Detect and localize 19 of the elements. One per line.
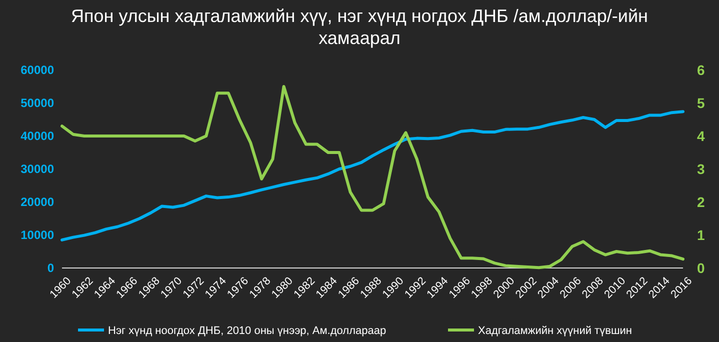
y-tick-label: 50000 [20, 96, 54, 110]
y-tick-label: 40000 [20, 129, 54, 144]
y-tick-label: 30000 [20, 162, 54, 176]
chart-title: Япон улсын хадгаламжийн хүү, нэг хүнд ногдох ДНБ /ам.доллар/-ийн хамаарал [71, 6, 648, 48]
y2-tick-label: 6 [697, 62, 705, 78]
legend-label: Нэг хүнд ноогдох ДНБ, 2010 оны үнээр, Ам.доллараар [108, 324, 386, 337]
y-tick-label: 0 [47, 261, 54, 276]
y-tick-label: 10000 [20, 228, 54, 242]
y2-tick-label: 1 [697, 226, 705, 243]
line-series [60, 110, 684, 242]
y2-tick-label: 0 [697, 260, 705, 276]
y2-tick-label: 4 [697, 128, 705, 144]
y2-tick-label: 5 [697, 94, 705, 111]
y2-tick-label: 2 [697, 194, 705, 210]
y2-tick-label: 3 [697, 160, 705, 177]
y-tick-label: 20000 [20, 195, 54, 210]
line-series [60, 85, 684, 270]
legend-label: Хадгаламжийн хүүний түвшин [478, 324, 632, 337]
y-tick-label: 60000 [20, 63, 54, 78]
